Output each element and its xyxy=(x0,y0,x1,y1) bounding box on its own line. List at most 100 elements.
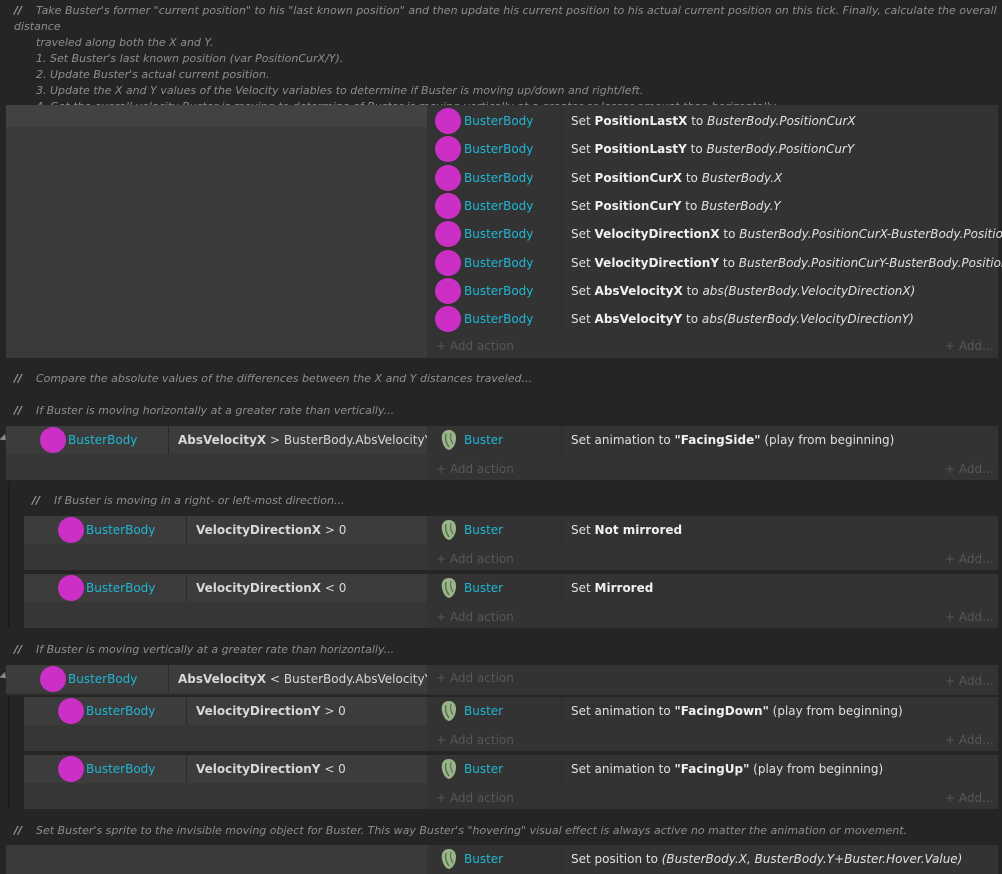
condition-row[interactable]: BusterBody VelocityDirectionY < 0 xyxy=(24,755,427,783)
column-divider xyxy=(561,107,562,135)
comment-3[interactable]: // If Buster is moving horizontally at a … xyxy=(14,403,394,419)
object-name: BusterBody xyxy=(86,581,156,595)
comment-2[interactable]: // Compare the absolute values of the dif… xyxy=(14,371,532,387)
condition-object-cell: BusterBody xyxy=(24,697,187,725)
condition-row[interactable]: BusterBody VelocityDirectionY > 0 xyxy=(24,697,427,725)
action-row[interactable]: BusterBody Set PositionLastX to BusterBod… xyxy=(427,107,998,135)
object-name: BusterBody xyxy=(464,171,534,185)
condition-row[interactable]: BusterBody AbsVelocityX > BusterBody.Abs… xyxy=(6,426,432,454)
sprite-icon xyxy=(40,666,66,692)
event-block-3[interactable]: BusterBody VelocityDirectionX > 0 xyxy=(24,516,998,570)
condition-header xyxy=(6,105,427,127)
add-more-button[interactable]: + Add... xyxy=(945,610,994,624)
condition-filler xyxy=(6,454,427,480)
object-name: BusterBody xyxy=(464,227,534,241)
object-name: BusterBody xyxy=(464,114,534,128)
object-name: Buster xyxy=(464,704,504,718)
condition-panel-empty[interactable] xyxy=(6,845,427,874)
condition-expression: VelocityDirectionY < 0 xyxy=(196,762,346,776)
subevent-tree-line xyxy=(8,696,10,808)
comment-line: 2. Update Buster's actual current positi… xyxy=(36,68,270,81)
object-name: Buster xyxy=(464,581,504,595)
action-text: Set PositionLastX to BusterBody.Position… xyxy=(571,114,856,128)
condition-expression: AbsVelocityX < BusterBody.AbsVelocityY xyxy=(178,672,432,686)
condition-object-cell: BusterBody xyxy=(24,755,187,783)
comment-line: 3. Update the X and Y values of the Velo… xyxy=(36,84,644,97)
condition-object-cell: BusterBody xyxy=(6,665,169,693)
condition-row[interactable]: BusterBody VelocityDirectionX > 0 xyxy=(24,516,427,544)
condition-object-cell: BusterBody xyxy=(24,574,187,602)
condition-row[interactable]: BusterBody AbsVelocityX < BusterBody.Abs… xyxy=(6,665,432,693)
condition-expression: AbsVelocityX > BusterBody.AbsVelocityY xyxy=(178,433,432,447)
action-row[interactable]: Buster Set animation to "FacingUp" (play… xyxy=(427,755,998,783)
object-name: Buster xyxy=(464,523,504,537)
add-action-button[interactable]: + Add action xyxy=(436,610,514,624)
object-name: BusterBody xyxy=(464,284,534,298)
sprite-icon xyxy=(58,756,84,782)
add-action-button[interactable]: + Add action xyxy=(436,462,514,476)
ghost-sprite-icon xyxy=(441,520,456,540)
event-block-2[interactable]: BusterBody AbsVelocityX > BusterBody.Abs… xyxy=(6,426,998,480)
action-row[interactable]: BusterBody Set AbsVelocityX to abs(Buster… xyxy=(427,277,998,305)
comment-prefix: // xyxy=(14,372,23,385)
add-more-button[interactable]: + Add... xyxy=(945,552,994,566)
condition-row[interactable]: BusterBody VelocityDirectionX < 0 xyxy=(24,574,427,602)
action-text: Set Not mirrored xyxy=(571,523,683,537)
column-divider xyxy=(561,697,562,725)
condition-filler xyxy=(24,783,427,809)
action-row[interactable]: Buster Set animation to "FacingDown" (pl… xyxy=(427,697,998,725)
action-row[interactable]: BusterBody Set VelocityDirectionX to Bust… xyxy=(427,220,1002,248)
event-block-6[interactable]: BusterBody VelocityDirectionY > 0 xyxy=(24,697,998,751)
sprite-icon xyxy=(435,193,461,219)
comment-prefix: // xyxy=(14,824,23,837)
sprite-icon xyxy=(435,136,461,162)
condition-filler xyxy=(24,725,427,751)
add-action-button[interactable]: + Add action xyxy=(436,552,514,566)
condition-panel-empty[interactable] xyxy=(6,105,427,358)
add-more-button[interactable]: + Add... xyxy=(945,462,994,476)
action-row[interactable]: BusterBody Set AbsVelocityY to abs(Buster… xyxy=(427,305,998,333)
comment-prefix: // xyxy=(14,404,23,417)
action-row[interactable]: BusterBody Set VelocityDirectionY to Bust… xyxy=(427,249,1002,277)
event-block-5[interactable]: BusterBody AbsVelocityX < BusterBody.Abs… xyxy=(6,665,998,695)
comment-prefix: // xyxy=(14,643,23,656)
event-block-7[interactable]: BusterBody VelocityDirectionY < 0 xyxy=(24,755,998,809)
action-panel xyxy=(427,574,998,628)
add-more-button[interactable]: + Add... xyxy=(945,674,994,688)
condition-filler xyxy=(24,602,427,628)
sprite-icon xyxy=(40,427,66,453)
add-action-button[interactable]: + Add action xyxy=(436,791,514,805)
action-row[interactable]: Buster Set Mirrored xyxy=(427,574,998,602)
action-text: Set VelocityDirectionY to BusterBody.Pos… xyxy=(571,256,1002,270)
action-text: Set VelocityDirectionX to BusterBody.Pos… xyxy=(571,227,1002,241)
column-divider xyxy=(561,516,562,544)
event-block-8[interactable] xyxy=(6,845,998,874)
action-row[interactable]: Buster Set animation to "FacingSide" (pl… xyxy=(427,426,998,454)
add-action-button[interactable]: + Add action xyxy=(436,733,514,747)
action-row[interactable]: Buster Set Not mirrored xyxy=(427,516,998,544)
column-divider xyxy=(561,305,562,333)
add-action-button[interactable]: + Add action xyxy=(436,671,514,685)
comment-5[interactable]: // If Buster is moving vertically at a gr… xyxy=(14,642,394,658)
add-more-button[interactable]: + Add... xyxy=(945,733,994,747)
column-divider xyxy=(561,426,562,454)
comment-6[interactable]: // Set Buster's sprite to the invisible m… xyxy=(14,823,907,839)
action-row[interactable]: BusterBody Set PositionCurX to BusterBody… xyxy=(427,164,998,192)
add-action-button[interactable]: + Add action xyxy=(436,339,514,353)
column-divider xyxy=(561,135,562,163)
comment-block-1[interactable]: //Take Buster's former "current position… xyxy=(14,3,999,115)
add-more-button[interactable]: + Add... xyxy=(945,791,994,805)
action-row[interactable]: Buster Set position to (BusterBody.X, Bu… xyxy=(427,845,998,873)
action-row[interactable]: BusterBody Set PositionCurY to BusterBody… xyxy=(427,192,998,220)
comment-prefix: // xyxy=(14,4,23,17)
column-divider xyxy=(561,755,562,783)
object-name: Buster xyxy=(464,433,504,447)
event-block-1[interactable] xyxy=(6,105,998,358)
sprite-icon xyxy=(58,575,84,601)
action-row[interactable]: BusterBody Set PositionLastY to BusterBod… xyxy=(427,135,998,163)
event-block-4[interactable]: BusterBody VelocityDirectionX < 0 xyxy=(24,574,998,628)
object-name: BusterBody xyxy=(86,704,156,718)
add-more-button[interactable]: + Add... xyxy=(945,339,994,353)
comment-4[interactable]: // If Buster is moving in a right- or lef… xyxy=(32,493,344,509)
comment-text: Set Buster's sprite to the invisible mov… xyxy=(36,824,908,837)
